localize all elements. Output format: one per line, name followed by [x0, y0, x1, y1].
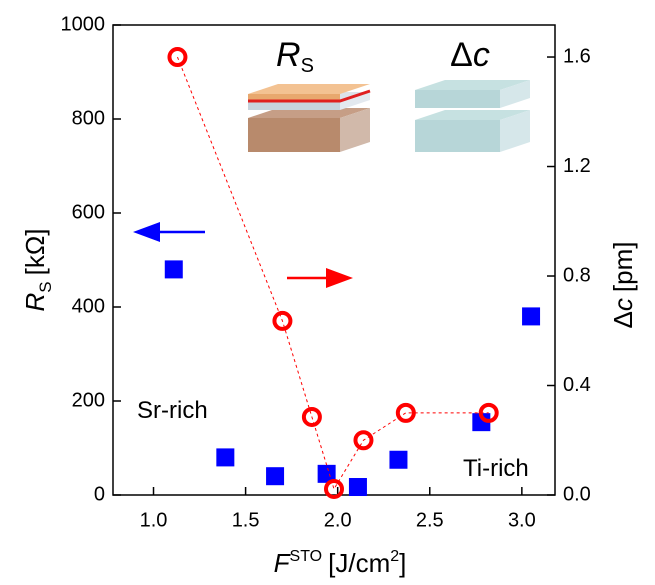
x-tick-label: 2.0 [324, 509, 352, 531]
y2-tick-label: 0.8 [563, 264, 591, 286]
arrow-left [133, 222, 205, 242]
marker [353, 430, 374, 451]
annotation: Sr-rich [137, 397, 208, 424]
annotation: Ti-rich [463, 455, 529, 482]
marker [272, 310, 293, 331]
marker [301, 406, 322, 427]
connector-line [176, 56, 489, 491]
y2-tick-label: 1.2 [563, 155, 591, 177]
y-tick-label: 800 [72, 107, 105, 129]
marker [216, 448, 235, 467]
x-axis-label: FSTO [J/cm2] [274, 548, 407, 578]
x-tick-label: 1.0 [140, 509, 168, 531]
y-tick-label: 200 [72, 389, 105, 411]
y-tick-label: 600 [72, 201, 105, 223]
x-tick-label: 3.0 [508, 509, 536, 531]
marker [167, 47, 188, 68]
inset-rs [248, 84, 371, 152]
marker [266, 467, 285, 486]
marker [317, 464, 336, 483]
y2-tick-label: 0.0 [563, 483, 591, 505]
y-tick-label: 0 [94, 483, 105, 505]
y-tick-label: 400 [72, 295, 105, 317]
y2-axis-label: Δc[pm] [608, 242, 638, 329]
x-tick-label: 2.5 [416, 509, 444, 531]
y-tick-label: 1000 [61, 13, 106, 35]
y-axis-label: RS[kΩ] [20, 228, 55, 311]
y2-tick-label: 1.6 [563, 45, 591, 67]
arrow-right [287, 268, 353, 288]
marker [395, 402, 416, 423]
inset-label: RS [276, 36, 314, 77]
y2-tick-label: 0.4 [563, 374, 591, 396]
marker [164, 260, 183, 279]
marker [389, 450, 408, 469]
marker [348, 478, 367, 497]
marker [324, 478, 344, 499]
inset-dc [415, 80, 530, 152]
marker [478, 402, 499, 423]
marker [472, 413, 491, 432]
x-tick-label: 1.5 [232, 509, 260, 531]
inset-label: Δc [450, 36, 490, 74]
marker [522, 307, 541, 326]
